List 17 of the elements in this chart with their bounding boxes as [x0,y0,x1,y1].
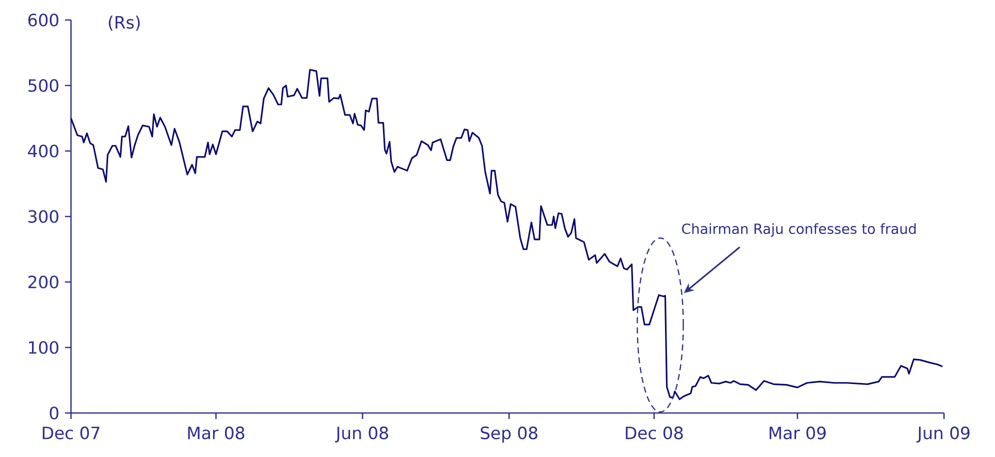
y-tick-label: 0 [50,406,58,420]
y-tick-label: 300 [28,210,58,223]
y-tick-label: 400 [28,144,58,158]
annotation: Chairman Raju confesses to fraud [682,223,916,237]
y-tick-label: 500 [28,79,58,92]
y-tick-label: 200 [28,276,58,288]
x-tick-label: Dec 08 [626,426,683,440]
x-tick-label: Mar 08 [188,426,244,440]
x-tick-label: Jun 08 [334,426,388,442]
x-tick-label: Sep 08 [480,426,538,443]
x-tick-label: Dec 07 [42,426,100,440]
y-tick-label: 100 [29,341,58,354]
x-tick-label: Jun 09 [916,426,970,442]
line-series [70,68,944,400]
y-axis-title: (Rs) [108,16,140,31]
x-tick-label: Mar 09 [770,426,826,440]
y-tick-label: 600 [28,14,58,26]
